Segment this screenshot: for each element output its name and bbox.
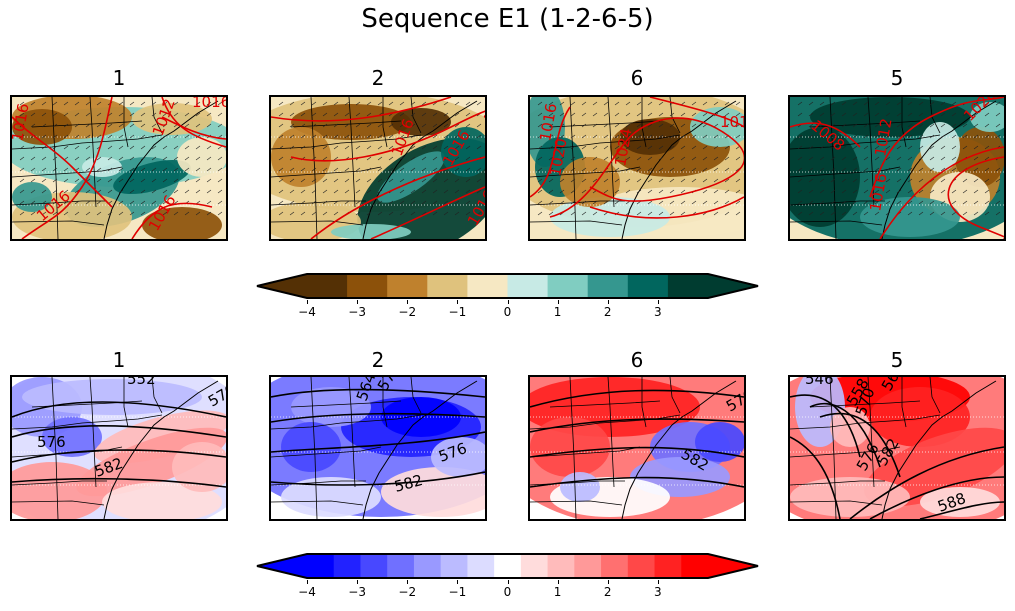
colorbar-tick-label: 3 (654, 585, 662, 599)
colorbar-height (256, 553, 759, 579)
panel-title-r1-1: 1 (112, 66, 126, 90)
panel-title-r2-2: 2 (371, 348, 385, 372)
colorbar-tick-label: −2 (398, 585, 417, 599)
colorbar-tick-mark (507, 300, 509, 304)
colorbar-tick-mark (307, 300, 308, 304)
colorbar-tick-mark (557, 580, 559, 584)
colorbar-tick-mark (457, 300, 459, 304)
map-panel-r2-4: 546 558 564 570 576 582 588 (788, 375, 1006, 521)
map-panel-r2-2: 564 570 576 582 (269, 375, 487, 521)
contour-label: 576 (37, 433, 66, 451)
colorbar-tick-mark (507, 580, 509, 584)
map-panel-r1-4: 1008 1012 1016 1020 (788, 95, 1006, 241)
colorbar-tick-mark (307, 580, 308, 584)
map-panel-r1-3: 1016102010241016 (528, 95, 746, 241)
colorbar-tick-mark (357, 580, 359, 584)
map-panel-r2-3: 576 582 (528, 375, 746, 521)
contour-label: 546 (805, 377, 834, 388)
contour-label: 552 (127, 377, 156, 388)
panel-title-r2-4: 5 (890, 348, 904, 372)
panel-title-r2-3: 6 (630, 348, 644, 372)
colorbar-tick-label: −3 (348, 305, 366, 319)
colorbar-tick-label: −1 (448, 305, 467, 319)
map-panel-r1-1: 10161016101610121016 (10, 95, 228, 241)
colorbar-tick-label: 1 (553, 585, 562, 599)
contour-label: 1016 (192, 97, 226, 111)
colorbar-tick-mark (657, 300, 659, 304)
colorbar-tick-mark (457, 580, 459, 584)
colorbar-tick-mark (557, 300, 559, 304)
colorbar-tick-mark (357, 300, 359, 304)
panel-title-r1-4: 5 (890, 66, 904, 90)
panel-title-r2-1: 1 (112, 348, 126, 372)
colorbar-tick-mark (607, 580, 609, 584)
colorbar-tick-label: −4 (298, 585, 316, 599)
contour-label: 1016 (720, 113, 744, 131)
map-panel-r1-2: 1016 1016 1016 (269, 95, 487, 241)
colorbar-tick-label: 0 (503, 585, 512, 599)
panel-title-r1-3: 6 (630, 66, 644, 90)
colorbar-tick-mark (607, 300, 609, 304)
contour-label: 1016 (12, 102, 33, 143)
colorbar-tick-label: 2 (603, 585, 612, 599)
colorbar-tick-mark (657, 580, 659, 584)
colorbar-tick-label: 1 (553, 305, 562, 319)
colorbar-tick-label: −2 (398, 305, 417, 319)
colorbar-tick-label: 0 (503, 305, 512, 319)
colorbar-tick-label: −1 (448, 585, 467, 599)
colorbar-tick-mark (407, 580, 409, 584)
colorbar-tick-label: −3 (348, 585, 366, 599)
colorbar-tick-label: 3 (654, 305, 662, 319)
colorbar-tick-label: 2 (603, 305, 612, 319)
map-panel-r2-1: 552 570 576 582 (10, 375, 228, 521)
figure-title: Sequence E1 (1-2-6-5) (361, 4, 654, 34)
colorbar-precip (256, 273, 759, 299)
panel-title-r1-2: 2 (371, 66, 385, 90)
colorbar-tick-label: −4 (298, 305, 316, 319)
colorbar-tick-mark (407, 300, 409, 304)
